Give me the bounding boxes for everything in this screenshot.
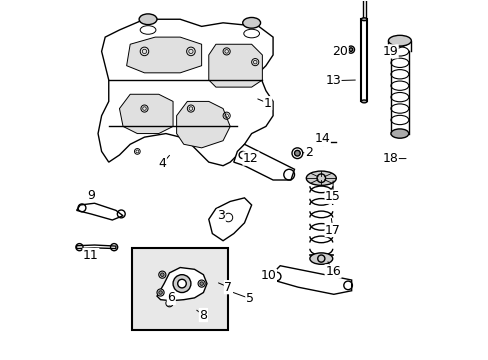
Ellipse shape [390,129,408,138]
Text: 15: 15 [325,190,340,203]
Text: 12: 12 [243,152,258,165]
Ellipse shape [305,171,336,185]
Polygon shape [272,266,351,294]
Circle shape [157,289,164,296]
Circle shape [159,271,165,278]
Circle shape [159,291,162,294]
Polygon shape [176,102,230,148]
Ellipse shape [309,253,332,264]
Text: 10: 10 [260,269,276,282]
Text: 13: 13 [325,74,340,87]
Circle shape [173,275,190,293]
Text: 1: 1 [263,97,271,110]
Text: 17: 17 [325,224,340,237]
Circle shape [165,300,173,307]
Polygon shape [208,44,262,87]
Circle shape [198,280,205,287]
Polygon shape [157,267,206,301]
Text: 18: 18 [382,152,397,165]
Polygon shape [126,37,201,73]
Ellipse shape [361,18,366,21]
Text: 6: 6 [167,291,175,305]
Text: 20: 20 [332,45,347,58]
Polygon shape [119,94,173,134]
Text: 8: 8 [199,309,207,321]
Circle shape [160,273,164,276]
Bar [132,248,228,330]
Text: 4: 4 [158,157,166,170]
Circle shape [320,140,325,145]
Text: 14: 14 [314,132,329,145]
Polygon shape [208,198,251,241]
Text: 5: 5 [245,292,253,305]
Text: 16: 16 [325,265,340,278]
Text: 19: 19 [382,45,397,58]
Polygon shape [98,19,272,166]
Circle shape [177,279,186,288]
Ellipse shape [139,14,157,24]
Polygon shape [77,203,123,220]
Text: 7: 7 [224,281,232,294]
Ellipse shape [361,100,366,103]
Text: 11: 11 [83,248,99,261]
Circle shape [167,301,171,305]
Text: 9: 9 [87,189,95,202]
Circle shape [200,282,203,285]
Text: 2: 2 [304,146,312,159]
Ellipse shape [242,18,260,28]
Ellipse shape [387,35,410,46]
Ellipse shape [294,150,300,156]
Text: 3: 3 [217,209,225,222]
Polygon shape [77,245,116,249]
Polygon shape [233,144,294,180]
Circle shape [348,48,352,51]
